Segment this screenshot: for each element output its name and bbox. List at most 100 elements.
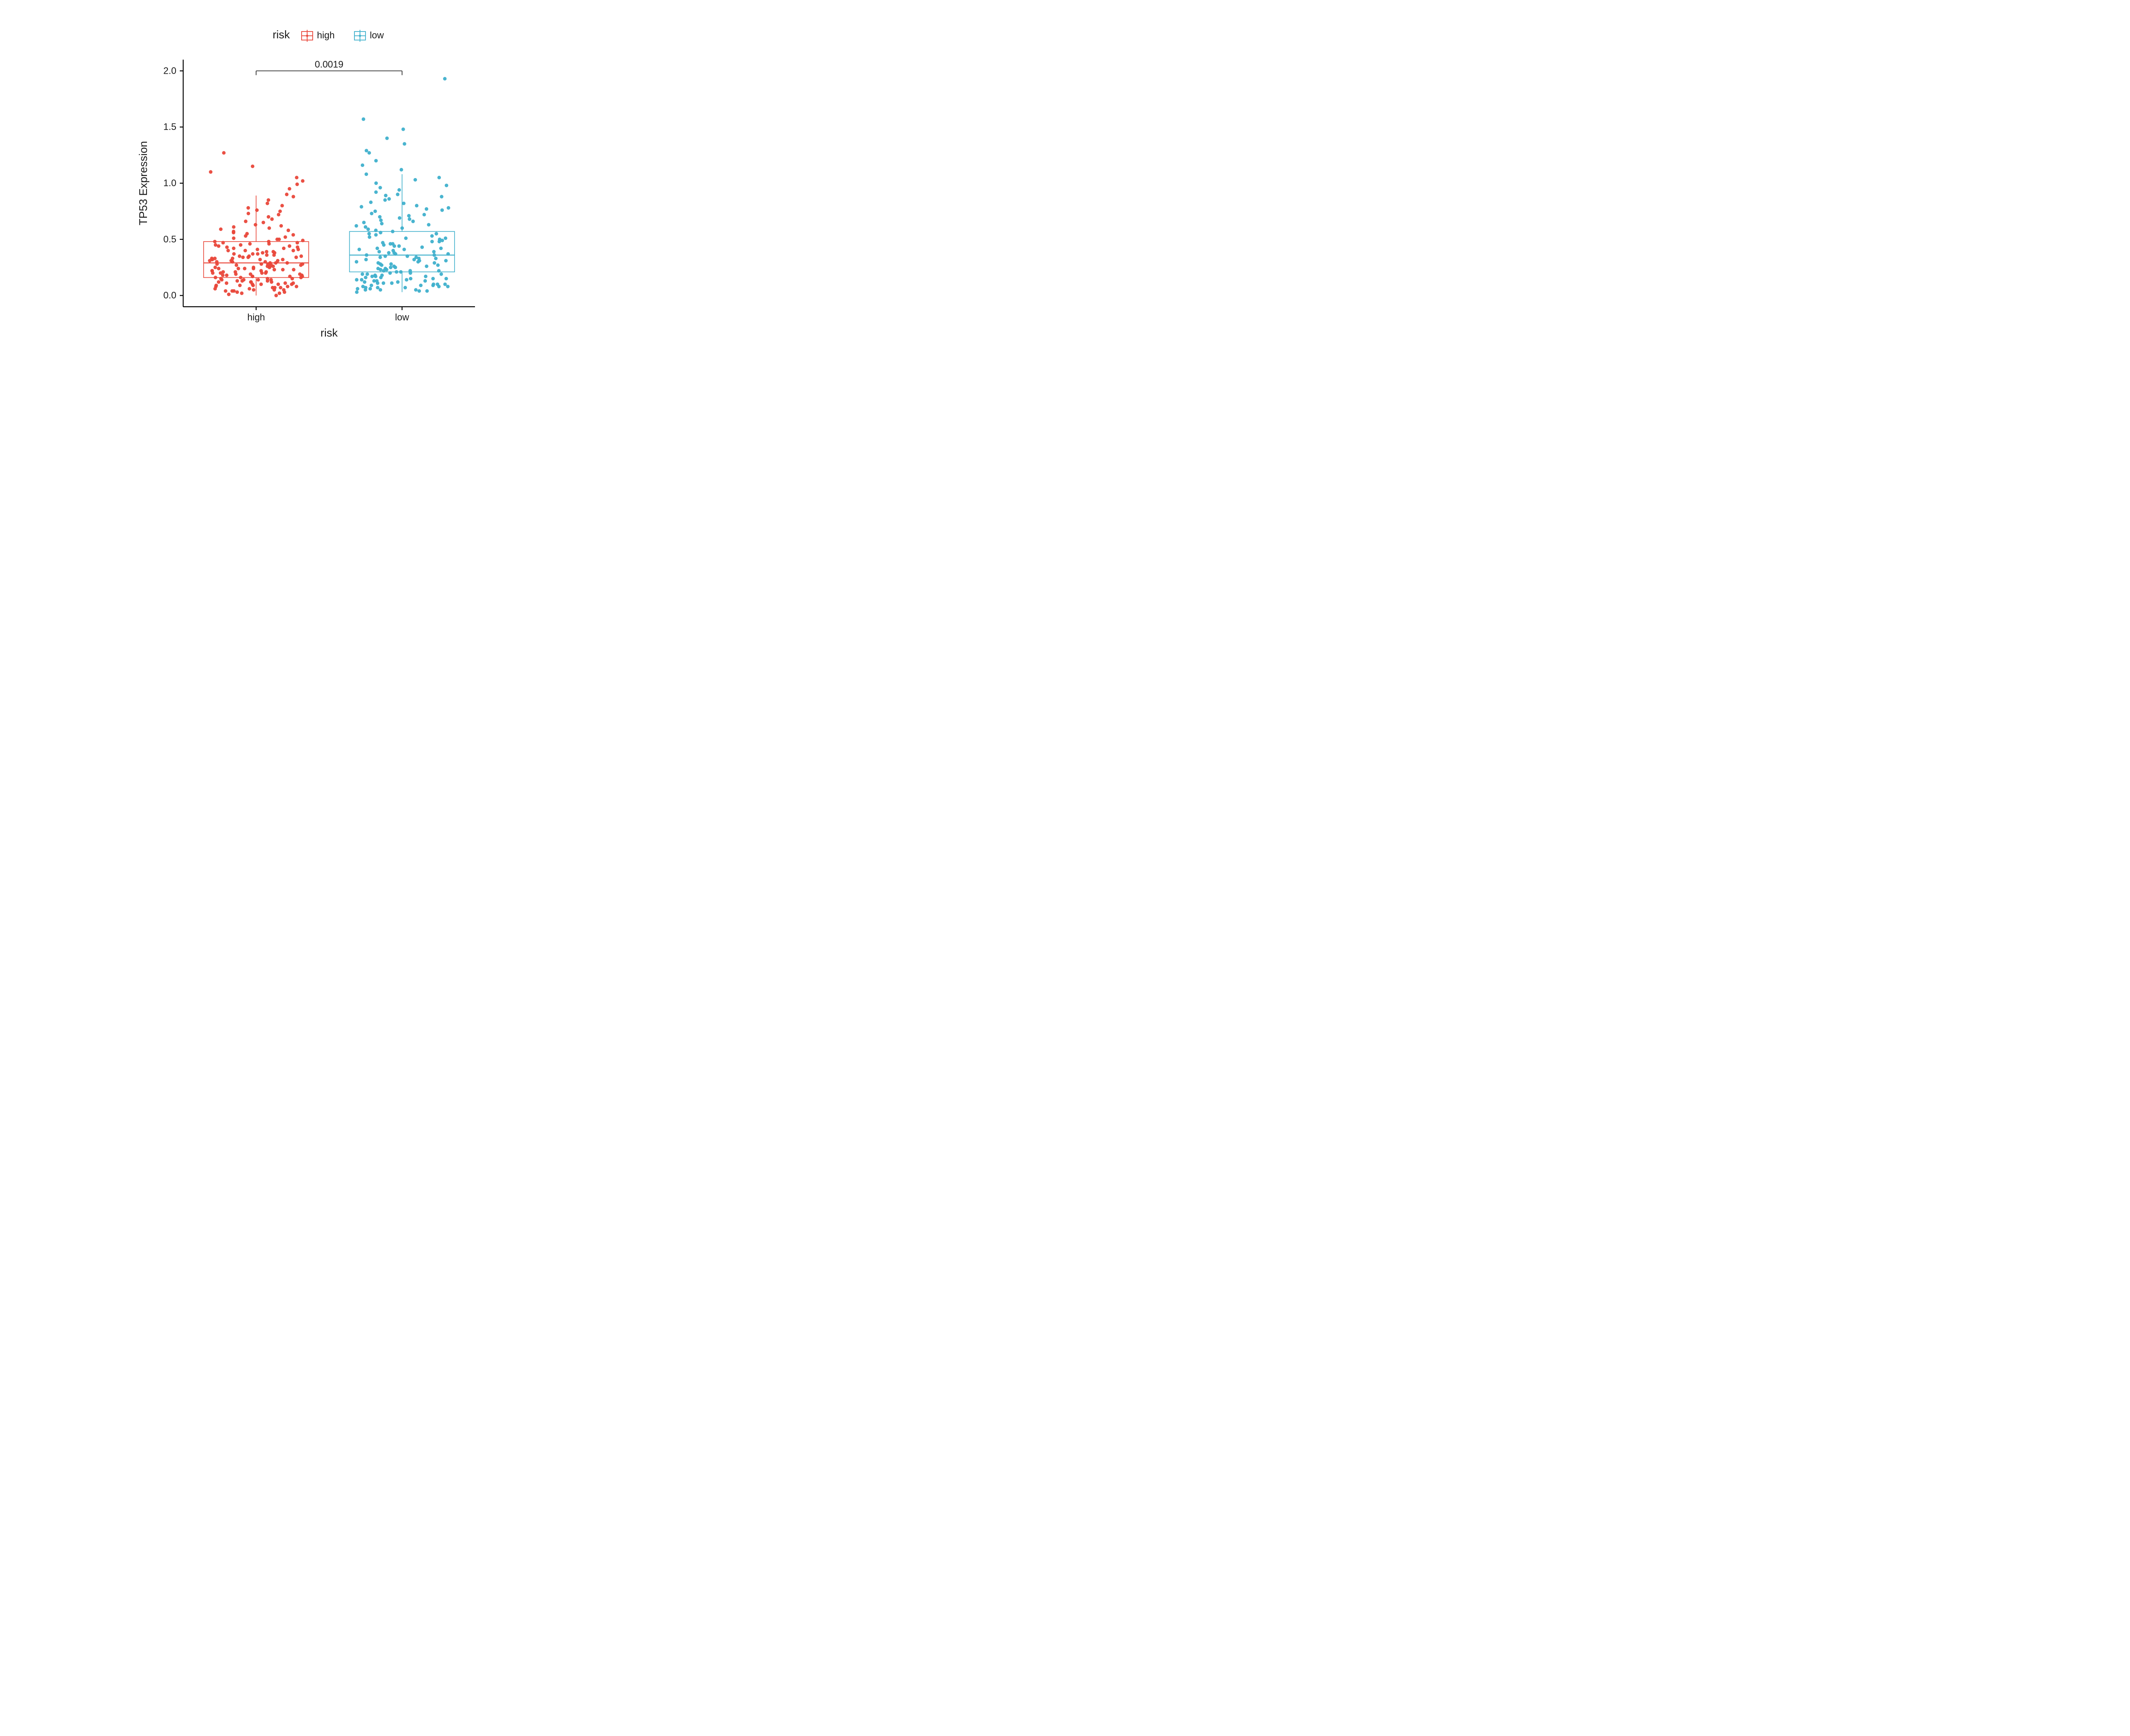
jitter-point — [301, 262, 304, 266]
jitter-point — [445, 184, 448, 187]
jitter-point — [443, 77, 446, 81]
jitter-point — [440, 195, 443, 198]
pvalue-label: 0.0019 — [315, 59, 343, 69]
jitter-point — [374, 233, 377, 236]
jitter-point — [379, 219, 383, 222]
x-tick-label: high — [247, 312, 265, 322]
jitter-point — [231, 256, 234, 260]
jitter-point — [407, 214, 411, 217]
jitter-point — [391, 242, 394, 245]
jitter-point — [252, 266, 255, 269]
jitter-point — [387, 251, 390, 254]
jitter-point — [262, 221, 265, 224]
jitter-point — [425, 289, 429, 293]
x-tick-label: low — [395, 312, 409, 322]
y-tick-label: 2.0 — [163, 65, 176, 76]
jitter-point — [301, 179, 304, 183]
jitter-point — [232, 247, 235, 250]
jitter-point — [368, 287, 372, 291]
jitter-point — [404, 236, 408, 240]
jitter-point — [436, 263, 440, 267]
jitter-point — [396, 193, 399, 196]
jitter-point — [232, 225, 235, 229]
jitter-point — [219, 227, 222, 231]
jitter-point — [367, 151, 371, 155]
legend-item-label: low — [370, 30, 384, 40]
jitter-point — [213, 256, 216, 260]
jitter-point — [379, 231, 382, 234]
jitter-point — [365, 173, 368, 176]
jitter-point — [235, 263, 238, 267]
jitter-point — [357, 248, 361, 251]
jitter-point — [282, 247, 285, 250]
jitter-point — [417, 289, 421, 293]
jitter-point — [259, 262, 263, 266]
jitter-point — [299, 254, 303, 258]
jitter-point — [278, 210, 282, 213]
jitter-point — [444, 277, 448, 280]
jitter-point — [278, 291, 281, 295]
jitter-point — [243, 267, 246, 270]
jitter-point — [433, 261, 436, 265]
jitter-point — [415, 204, 418, 207]
jitter-point — [276, 282, 280, 286]
jitter-point — [239, 243, 242, 247]
jitter-point — [280, 204, 284, 207]
jitter-point — [365, 149, 368, 152]
jitter-point — [256, 278, 260, 282]
jitter-point — [363, 280, 366, 284]
jitter-point — [292, 268, 295, 271]
jitter-point — [214, 243, 217, 247]
jitter-point — [381, 241, 384, 245]
jitter-point — [361, 164, 364, 167]
jitter-point — [244, 219, 248, 223]
jitter-point — [294, 256, 298, 259]
jitter-point — [395, 270, 398, 273]
jitter-point — [431, 277, 435, 280]
jitter-point — [254, 223, 257, 226]
jitter-point — [225, 273, 228, 277]
jitter-point — [401, 127, 405, 131]
jitter-point — [378, 186, 382, 189]
jitter-point — [295, 176, 298, 179]
jitter-point — [374, 190, 377, 194]
jitter-point — [277, 213, 280, 216]
jitter-point — [245, 232, 249, 235]
jitter-point — [354, 224, 358, 227]
jitter-point — [414, 256, 418, 259]
jitter-point — [367, 232, 371, 235]
jitter-point — [247, 254, 250, 258]
jitter-point — [378, 215, 381, 219]
jitter-point — [265, 250, 268, 253]
jitter-point — [291, 233, 295, 236]
jitter-point — [427, 223, 430, 226]
jitter-point — [372, 279, 376, 282]
jitter-point — [403, 286, 407, 289]
jitter-point — [281, 258, 285, 261]
jitter-point — [389, 266, 392, 269]
jitter-point — [217, 244, 220, 248]
jitter-point — [236, 291, 239, 294]
jitter-point — [383, 267, 387, 270]
jitter-point — [232, 252, 236, 256]
jitter-point — [402, 202, 406, 205]
jitter-point — [435, 232, 438, 235]
jitter-point — [409, 269, 412, 272]
jitter-point — [277, 238, 281, 241]
jitter-point — [400, 226, 404, 230]
legend-key-dot — [359, 35, 361, 37]
jitter-point — [373, 273, 377, 277]
jitter-point — [274, 294, 278, 297]
jitter-point — [268, 226, 271, 230]
jitter-point — [265, 253, 268, 257]
jitter-point — [271, 250, 275, 253]
jitter-point — [232, 230, 235, 233]
jitter-point — [268, 261, 272, 265]
jitter-point — [267, 215, 270, 219]
jitter-point — [398, 216, 401, 220]
jitter-point — [232, 236, 235, 240]
jitter-point — [265, 202, 269, 205]
chart-svg: riskhighlow0.00.51.01.52.0highlowriskTP5… — [0, 0, 654, 368]
jitter-point — [259, 269, 263, 272]
jitter-point — [215, 260, 219, 263]
